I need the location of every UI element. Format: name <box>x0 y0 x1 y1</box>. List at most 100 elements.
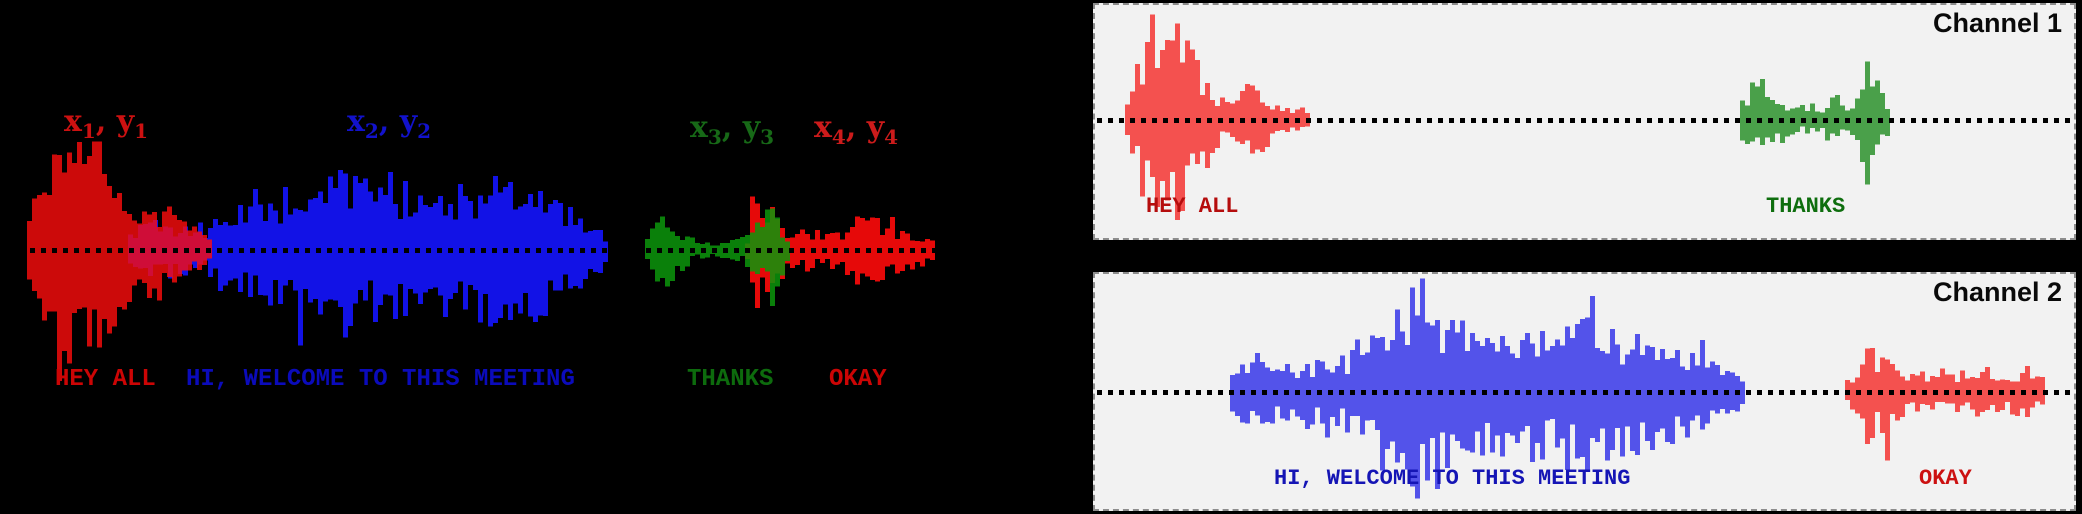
waveform-bar-mixture-x4-red <box>825 234 830 259</box>
waveform-bar-mixture-x2-blue <box>328 176 333 300</box>
waveform-bar-mixture-x2-blue <box>533 207 538 323</box>
mixture-zero-line <box>8 248 942 253</box>
waveform-bar-ch1-heyall-red <box>1215 105 1220 149</box>
waveform-bar-ch1-heyall-red <box>1220 97 1225 132</box>
waveform-bar-ch1-thanks-green <box>1800 104 1805 127</box>
waveform-bar-mixture-x2-blue <box>253 189 258 276</box>
waveform-bar-ch1-heyall-red <box>1205 82 1210 168</box>
waveform-bar-mixture-x1-red <box>147 214 152 299</box>
waveform-bar-ch2-welcome-blue <box>1245 372 1250 424</box>
label-sub: 2 <box>364 119 379 143</box>
waveform-bar-ch2-welcome-blue <box>1370 335 1375 420</box>
waveform-bar-mixture-x1-red <box>102 173 107 319</box>
waveform-bar-ch1-thanks-green <box>1825 108 1830 141</box>
waveform-bar-mixture-x1-red <box>72 162 77 314</box>
waveform-bar-ch2-welcome-blue <box>1660 349 1665 429</box>
waveform-bar-ch2-welcome-blue <box>1525 333 1530 427</box>
waveform-bar-ch2-welcome-blue <box>1340 355 1345 409</box>
waveform-bar-ch2-welcome-blue <box>1365 352 1370 421</box>
waveform-bar-mixture-x1-red <box>142 211 147 284</box>
label-var: x <box>814 110 832 145</box>
waveform-bar-mixture-x2-blue <box>468 201 473 285</box>
waveform-bar-ch2-welcome-blue <box>1375 337 1380 430</box>
waveform-bar-ch2-welcome-blue <box>1685 370 1690 438</box>
waveform-bar-mixture-x2-blue <box>513 209 518 304</box>
waveform-bar-mixture-x2-blue <box>358 182 363 291</box>
mixture-transcript-okay: OKAY <box>829 366 887 393</box>
waveform-bar-ch2-welcome-blue <box>1610 328 1615 450</box>
mixture-transcript-thanks: THANKS <box>687 366 774 393</box>
waveform-bar-ch2-welcome-blue <box>1615 344 1620 429</box>
waveform-bar-ch1-thanks-green <box>1810 103 1815 129</box>
waveform-bar-mixture-x3-green <box>665 227 670 287</box>
waveform-bar-mixture-x1-red <box>37 194 42 299</box>
waveform-bar-mixture-x2-blue <box>568 207 573 289</box>
waveform-bar-mixture-x2-blue <box>213 219 218 269</box>
channel-1-transcript-thanks: THANKS <box>1766 194 1846 219</box>
waveform-bar-mixture-x2-blue <box>518 206 523 314</box>
waveform-bar-ch2-okay-red <box>1850 382 1855 410</box>
waveform-bar-ch2-welcome-blue <box>1705 367 1710 424</box>
waveform-bar-ch2-welcome-blue <box>1690 353 1695 421</box>
waveform-bar-ch2-okay-red <box>1910 373 1915 403</box>
waveform-bar-mixture-x3-green <box>760 227 765 268</box>
label-var: y <box>742 110 761 145</box>
waveform-bar-mixture-x2-blue <box>488 195 493 327</box>
waveform-bar-ch2-okay-red <box>1880 357 1885 433</box>
waveform-bar-ch1-heyall-red <box>1150 14 1155 178</box>
waveform-bar-ch2-welcome-blue <box>1350 350 1355 417</box>
waveform-bar-mixture-x2-blue <box>473 218 478 290</box>
waveform-bar-ch1-thanks-green <box>1785 110 1790 137</box>
waveform-bar-ch1-thanks-green <box>1745 105 1750 145</box>
waveform-bar-mixture-x2-blue <box>338 169 343 307</box>
waveform-bar-ch2-welcome-blue <box>1385 350 1390 449</box>
waveform-bar-mixture-x2-blue <box>453 219 458 293</box>
waveform-bar-ch2-welcome-blue <box>1550 346 1555 419</box>
waveform-bar-ch1-heyall-red <box>1140 84 1145 197</box>
waveform-bar-ch2-welcome-blue <box>1450 319 1455 435</box>
waveform-bar-ch2-welcome-blue <box>1425 322 1430 481</box>
waveform-bar-ch2-okay-red <box>1885 359 1890 461</box>
waveform-bar-ch2-okay-red <box>1975 377 1980 417</box>
waveform-bar-mixture-x4-red <box>910 240 915 270</box>
waveform-bar-mixture-x1-red <box>122 210 127 310</box>
waveform-bar-mixture-x2-blue <box>228 225 233 281</box>
waveform-bar-mixture-x2-blue <box>298 210 303 346</box>
mixture-transcript-welcome: HI, WELCOME TO THIS MEETING <box>186 366 575 393</box>
waveform-bar-ch2-welcome-blue <box>1415 315 1420 499</box>
waveform-bar-ch2-welcome-blue <box>1395 309 1400 463</box>
waveform-bar-mixture-x2-blue <box>263 221 268 296</box>
waveform-bar-ch1-heyall-red <box>1170 40 1175 172</box>
waveform-bar-mixture-x3-green <box>660 216 665 278</box>
waveform-bar-ch2-welcome-blue <box>1620 364 1625 457</box>
waveform-bar-ch2-welcome-blue <box>1355 339 1360 416</box>
waveform-bar-ch2-okay-red <box>1890 364 1895 415</box>
waveform-bar-ch2-welcome-blue <box>1475 340 1480 432</box>
waveform-bar-ch1-thanks-green <box>1760 79 1765 146</box>
label-sep: , <box>845 110 867 145</box>
waveform-bar-mixture-x2-blue <box>443 215 448 318</box>
waveform-bar-ch1-thanks-green <box>1875 80 1880 145</box>
waveform-bar-ch2-okay-red <box>1865 348 1870 444</box>
label-sub: 4 <box>884 125 899 149</box>
waveform-bar-mixture-x3-green <box>740 237 745 256</box>
waveform-bar-ch1-thanks-green <box>1830 97 1835 134</box>
waveform-bar-ch2-welcome-blue <box>1710 361 1715 411</box>
waveform-bar-ch1-heyall-red <box>1160 49 1165 181</box>
waveform-bar-mixture-x2-blue <box>548 203 553 281</box>
waveform-bar-ch2-welcome-blue <box>1545 350 1550 421</box>
waveform-bar-ch2-welcome-blue <box>1345 374 1350 433</box>
waveform-bar-ch1-thanks-green <box>1750 82 1755 142</box>
waveform-bar-ch2-okay-red <box>1845 379 1850 400</box>
waveform-bar-mixture-x1-red <box>157 227 162 301</box>
waveform-bar-mixture-x1-red <box>52 154 57 312</box>
waveform-bar-ch2-okay-red <box>1895 370 1900 421</box>
waveform-bar-mixture-x2-blue <box>388 171 393 296</box>
waveform-bar-mixture-x2-blue <box>243 222 248 273</box>
waveform-bar-mixture-x1-red <box>77 141 82 309</box>
waveform-bar-ch2-okay-red <box>1940 368 1945 403</box>
waveform-bar-ch1-heyall-red <box>1185 40 1190 166</box>
waveform-bar-ch2-okay-red <box>1900 376 1905 417</box>
waveform-bar-ch2-welcome-blue <box>1670 358 1675 444</box>
